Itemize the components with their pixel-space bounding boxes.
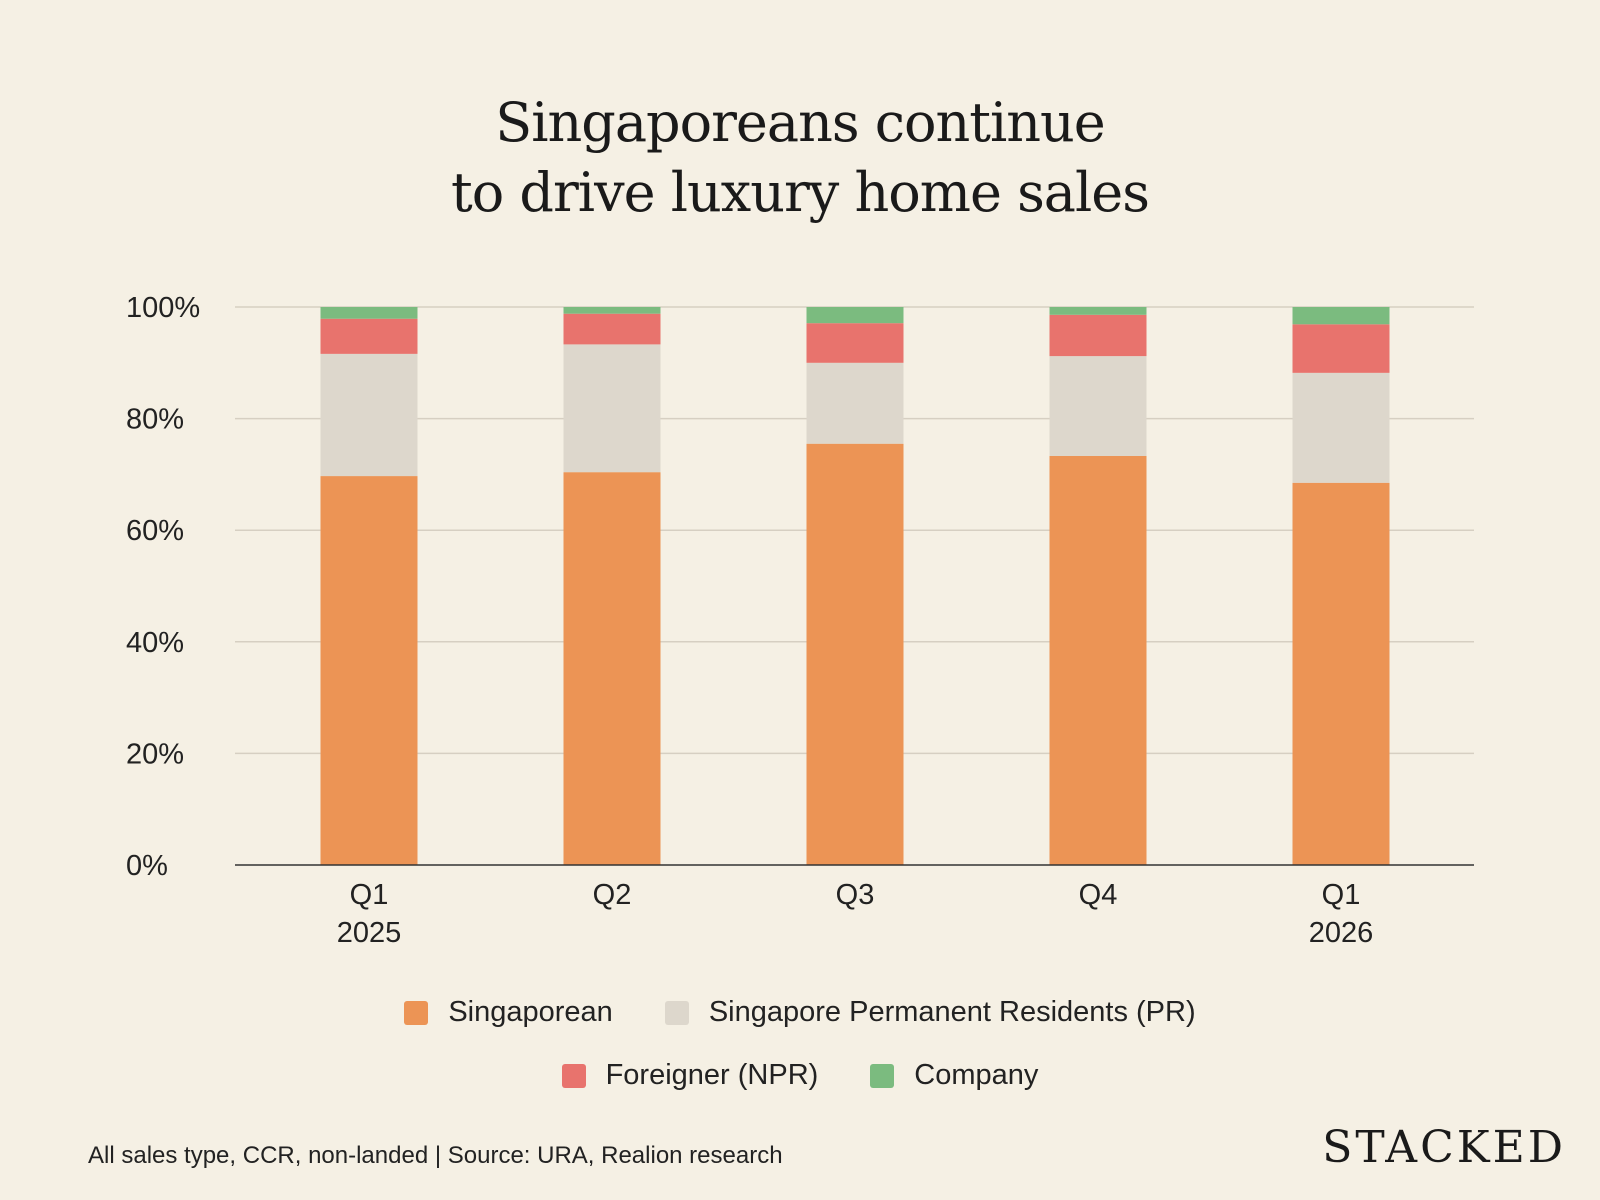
x-tick-label: 2025 — [337, 917, 402, 949]
legend-item-pr: Singapore Permanent Residents (PR) — [664, 996, 1196, 1029]
bar-segment-company — [1292, 307, 1390, 325]
bar-segment-company — [1049, 307, 1147, 315]
legend-item-company: Company — [870, 1059, 1038, 1092]
legend-swatch — [561, 1063, 586, 1088]
stacked-bar-chart: 0% 20% 40% 60% 80% 100% Q1 2025 Q2 Q3 Q4 Q1 2026 — [126, 292, 1474, 949]
legend-item-singaporean: Singaporean — [404, 996, 613, 1029]
x-tick-label: Q4 — [1079, 879, 1118, 911]
legend-item-foreigner: Foreigner (NPR) — [561, 1059, 819, 1092]
x-tick-label: Q1 — [1322, 879, 1361, 911]
legend-label: Singapore Permanent Residents (PR) — [708, 996, 1196, 1028]
bar-segment-company — [320, 307, 418, 319]
bar-segment-foreigner-npr — [320, 318, 418, 354]
legend-label: Foreigner (NPR) — [605, 1059, 819, 1091]
bar-segment-foreigner-npr — [806, 323, 904, 363]
bar-segment-company — [806, 307, 904, 324]
bar-segment-company — [563, 307, 661, 314]
y-tick-label: 0% — [126, 850, 168, 882]
bar-segment-singapore-permanent-residents-pr — [563, 344, 661, 473]
bar-segment-singaporean — [1049, 455, 1147, 865]
legend-row-1: Singaporean Singapore Permanent Resident… — [0, 996, 1600, 1029]
y-tick-label: 20% — [126, 738, 184, 770]
y-tick-label: 80% — [126, 404, 184, 436]
bar-segment-foreigner-npr — [1049, 314, 1147, 357]
bar-segment-singapore-permanent-residents-pr — [1292, 372, 1390, 483]
legend-label: Company — [914, 1059, 1039, 1091]
stacked-logo: STACKED — [1322, 1122, 1566, 1173]
bar-segment-foreigner-npr — [1292, 324, 1390, 373]
legend-swatch — [404, 1000, 429, 1025]
bar-segment-singaporean — [320, 476, 418, 865]
source-footnote: All sales type, CCR, non-landed | Source… — [88, 1142, 783, 1169]
y-tick-label: 100% — [126, 292, 200, 324]
legend-swatch — [664, 1000, 689, 1025]
bar-segment-singaporean — [563, 472, 661, 865]
x-tick-label: Q3 — [836, 879, 875, 911]
title-line-1: Singaporeans continue — [495, 91, 1106, 154]
bar-segment-singaporean — [806, 443, 904, 865]
legend-swatch — [870, 1063, 895, 1088]
bar-segment-singaporean — [1292, 482, 1390, 865]
bar-segment-foreigner-npr — [563, 313, 661, 345]
y-tick-label: 60% — [126, 515, 184, 547]
legend-row-2: Foreigner (NPR) Company — [0, 1059, 1600, 1092]
bar-segment-singapore-permanent-residents-pr — [1049, 356, 1147, 456]
x-tick-label: Q2 — [593, 879, 632, 911]
y-tick-label: 40% — [126, 627, 184, 659]
x-tick-label: Q1 — [350, 879, 389, 911]
chart-title: Singaporeans continue to drive luxury ho… — [0, 88, 1600, 228]
legend-label: Singaporean — [448, 996, 613, 1028]
title-line-2: to drive luxury home sales — [451, 161, 1150, 224]
bar-segment-singapore-permanent-residents-pr — [806, 362, 904, 444]
bar-segment-singapore-permanent-residents-pr — [320, 353, 418, 477]
x-tick-label: 2026 — [1309, 917, 1374, 949]
